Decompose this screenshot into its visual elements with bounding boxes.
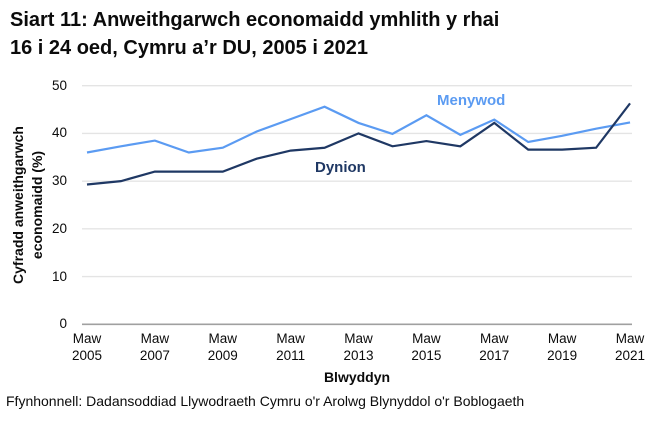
x-tick-year: 2005 xyxy=(71,348,103,363)
gridlines xyxy=(82,84,632,326)
y-tick-label: 10 xyxy=(51,268,67,284)
x-tick-year: 2019 xyxy=(547,348,578,363)
x-tick-month: Maw xyxy=(208,331,237,346)
x-tick-year: 2017 xyxy=(479,348,510,363)
x-tick-year: 2021 xyxy=(615,348,646,363)
series-lines xyxy=(86,102,631,186)
x-axis-title: Blwyddyn xyxy=(323,369,391,385)
chart-title: Siart 11: Anweithgarwch economaidd ymhli… xyxy=(10,6,658,62)
x-tick-label: Maw 2011 xyxy=(257,330,325,364)
x-tick-month: Maw xyxy=(480,331,509,346)
y-tick-label: 30 xyxy=(51,173,67,189)
chart-title-line2: 16 i 24 oed, Cymru a’r DU, 2005 i 2021 xyxy=(10,37,368,59)
x-tick-year: 2013 xyxy=(343,348,374,363)
x-tick-month: Maw xyxy=(276,331,305,346)
x-tick-month: Maw xyxy=(140,331,170,346)
x-tick-year: 2009 xyxy=(207,348,238,363)
x-tick-month: Maw xyxy=(412,331,441,346)
y-tick-label: 20 xyxy=(51,220,67,236)
x-tick-label: Maw 2005 xyxy=(53,330,121,364)
x-tick-month: Maw xyxy=(615,331,645,346)
x-tick-month: Maw xyxy=(547,331,577,346)
y-tick-label: 0 xyxy=(59,316,67,332)
x-tick-label: Maw 2017 xyxy=(460,330,528,364)
x-tick-month: Maw xyxy=(344,331,373,346)
x-tick-label: Maw 2009 xyxy=(189,330,257,364)
y-tick-label: 50 xyxy=(51,77,67,93)
legend-label-menywod: Menywod xyxy=(437,92,506,109)
source-note: Ffynhonnell: Dadansoddiad Llywodraeth Cy… xyxy=(6,393,525,409)
x-tick-label: Maw 2019 xyxy=(528,330,596,364)
x-tick-label: Maw 2007 xyxy=(121,330,189,364)
x-tick-year: 2015 xyxy=(411,348,442,363)
x-tick-year: 2011 xyxy=(276,348,306,363)
dynion-line xyxy=(86,102,631,186)
y-tick-label: 40 xyxy=(51,125,67,141)
x-tick-label: Maw 2021 xyxy=(596,330,664,364)
legend-label-dynion: Dynion xyxy=(315,159,366,176)
x-tick-month: Maw xyxy=(72,331,102,346)
chart-title-line1: Siart 11: Anweithgarwch economaidd ymhli… xyxy=(10,9,500,31)
menywod-line xyxy=(86,105,631,154)
x-tick-label: Maw 2015 xyxy=(392,330,460,364)
x-tick-label: Maw 2013 xyxy=(325,330,393,364)
x-tick-year: 2007 xyxy=(139,348,170,363)
